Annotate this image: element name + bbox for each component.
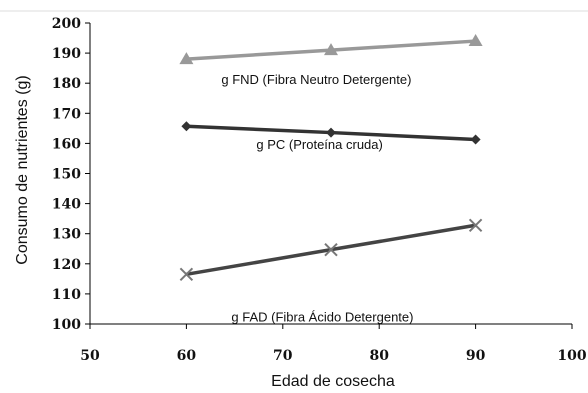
y-tick-label: 100: [52, 317, 81, 333]
series-label: g PC (Proteína cruda): [256, 137, 382, 152]
data-point-diamond: [181, 121, 191, 131]
x-tick-label: 80: [369, 348, 389, 364]
x-tick-label: 90: [466, 348, 486, 364]
y-tick-label: 150: [52, 167, 81, 183]
y-tick-label: 200: [52, 16, 81, 32]
x-axis-ticks: 50 60 70 80 90 100: [80, 324, 587, 364]
y-axis-ticks: 100 110 120 130 140 150 160 170 180 190 200: [52, 16, 90, 333]
series-label: g FAD (Fibra Ácido Detergente): [231, 309, 413, 324]
x-axis-title: Edad de cosecha: [271, 373, 395, 390]
series-label: g FND (Fibra Neutro Detergente): [221, 72, 411, 87]
series-layer: [179, 34, 482, 280]
y-tick-label: 180: [52, 76, 81, 92]
series-labels: g FND (Fibra Neutro Detergente) g PC (Pro…: [221, 72, 413, 324]
y-axis-title: Consumo de nutrientes (g): [14, 75, 31, 264]
y-tick-label: 110: [52, 287, 81, 303]
y-tick-label: 130: [52, 227, 81, 243]
y-tick-label: 160: [52, 136, 81, 152]
data-point-diamond: [326, 128, 336, 138]
x-tick-label: 100: [557, 348, 586, 364]
y-tick-label: 190: [52, 46, 81, 62]
x-tick-label: 50: [80, 348, 100, 364]
x-tick-label: 60: [177, 348, 197, 364]
y-tick-label: 120: [52, 257, 81, 273]
x-tick-label: 70: [273, 348, 293, 364]
data-point-diamond: [471, 134, 481, 144]
y-tick-label: 170: [52, 106, 81, 122]
y-tick-label: 140: [52, 197, 81, 213]
